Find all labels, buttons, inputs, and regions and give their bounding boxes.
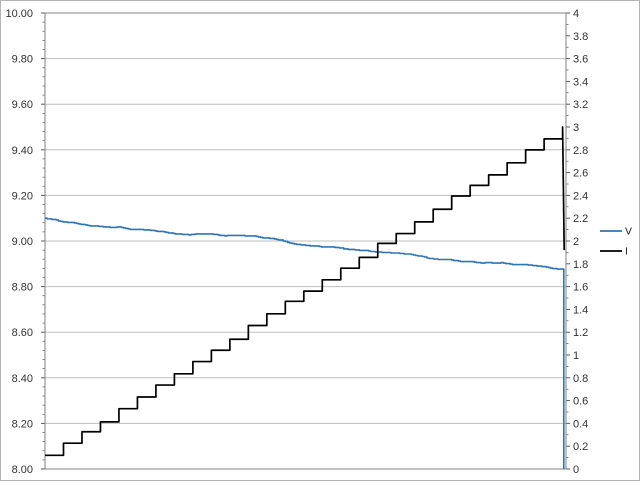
svg-text:10.00: 10.00 bbox=[5, 8, 33, 20]
svg-text:3.6: 3.6 bbox=[573, 54, 588, 66]
svg-text:0: 0 bbox=[573, 464, 579, 476]
svg-text:0.8: 0.8 bbox=[573, 373, 588, 385]
svg-text:1.6: 1.6 bbox=[573, 282, 588, 294]
svg-text:9.60: 9.60 bbox=[12, 99, 33, 111]
svg-text:V: V bbox=[625, 226, 632, 238]
svg-text:1.4: 1.4 bbox=[573, 304, 588, 316]
svg-text:8.40: 8.40 bbox=[12, 373, 33, 385]
svg-text:0.6: 0.6 bbox=[573, 396, 588, 408]
svg-text:2.4: 2.4 bbox=[573, 190, 588, 202]
svg-text:I: I bbox=[625, 246, 628, 258]
svg-text:1: 1 bbox=[573, 350, 579, 362]
svg-text:3.2: 3.2 bbox=[573, 99, 588, 111]
svg-text:2.8: 2.8 bbox=[573, 145, 588, 157]
svg-text:8.60: 8.60 bbox=[12, 327, 33, 339]
svg-text:3.8: 3.8 bbox=[573, 31, 588, 43]
svg-text:8.80: 8.80 bbox=[12, 282, 33, 294]
svg-text:0.4: 0.4 bbox=[573, 418, 588, 430]
svg-text:9.00: 9.00 bbox=[12, 236, 33, 248]
svg-text:2: 2 bbox=[573, 236, 579, 248]
svg-text:9.80: 9.80 bbox=[12, 54, 33, 66]
svg-text:9.20: 9.20 bbox=[12, 190, 33, 202]
svg-text:8.00: 8.00 bbox=[12, 464, 33, 476]
svg-text:0.2: 0.2 bbox=[573, 441, 588, 453]
svg-text:1.2: 1.2 bbox=[573, 327, 588, 339]
svg-text:9.40: 9.40 bbox=[12, 145, 33, 157]
svg-text:2.2: 2.2 bbox=[573, 213, 588, 225]
svg-text:4: 4 bbox=[573, 8, 579, 20]
svg-text:8.20: 8.20 bbox=[12, 418, 33, 430]
svg-text:1.8: 1.8 bbox=[573, 259, 588, 271]
svg-text:3.4: 3.4 bbox=[573, 76, 588, 88]
svg-text:3: 3 bbox=[573, 122, 579, 134]
svg-text:2.6: 2.6 bbox=[573, 168, 588, 180]
